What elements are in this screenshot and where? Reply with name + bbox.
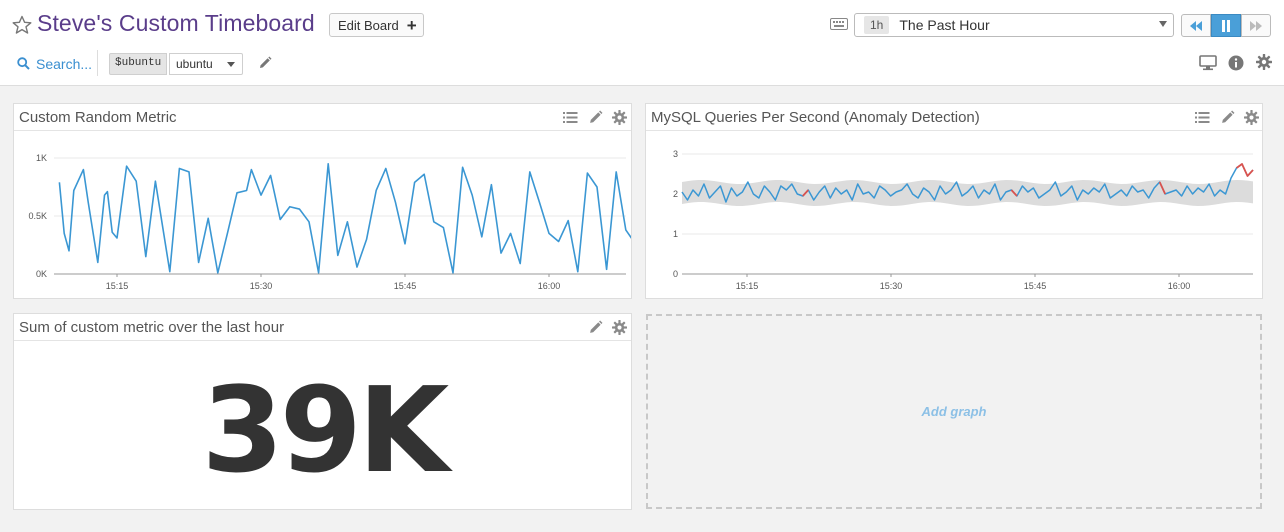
gear-icon[interactable] — [1244, 110, 1259, 125]
y-tick-label: 0.5K — [28, 211, 47, 221]
y-tick-label: 0 — [673, 269, 678, 279]
pencil-icon[interactable] — [258, 56, 272, 70]
search-icon — [17, 57, 30, 70]
edit-board-label: Edit Board — [338, 17, 399, 33]
template-variable-value: ubuntu — [176, 57, 213, 71]
gear-icon[interactable] — [612, 320, 627, 335]
list-icon[interactable] — [563, 110, 578, 125]
y-tick-label: 0K — [36, 269, 47, 279]
keyboard-icon[interactable] — [830, 18, 848, 30]
star-icon[interactable] — [12, 14, 32, 36]
pause-button[interactable] — [1211, 14, 1241, 37]
series-line — [681, 163, 1254, 203]
rewind-button[interactable] — [1181, 14, 1211, 37]
add-graph-button[interactable]: Add graph — [646, 314, 1262, 509]
widget-mysql-anomaly: MySQL Queries Per Second (Anomaly Detect… — [645, 103, 1263, 299]
y-tick-label: 1 — [673, 229, 678, 239]
fast-forward-icon — [1250, 20, 1262, 31]
widget-title: Custom Random Metric — [19, 109, 177, 126]
series-line — [58, 162, 631, 274]
x-tick-label: 15:15 — [736, 281, 759, 291]
template-variable-name: $ubuntu — [109, 53, 168, 75]
query-value: 39K — [201, 360, 450, 499]
anomaly-segment — [1235, 163, 1254, 177]
divider — [14, 340, 631, 341]
pencil-icon[interactable] — [588, 320, 603, 335]
widget-sum-custom-metric: Sum of custom metric over the last hour … — [13, 313, 632, 510]
x-tick-label: 15:45 — [1024, 281, 1047, 291]
list-icon[interactable] — [1195, 110, 1210, 125]
monitor-icon[interactable] — [1199, 55, 1217, 71]
plus-icon: + — [406, 15, 417, 35]
pause-icon — [1222, 19, 1230, 32]
x-tick-label: 15:15 — [106, 281, 129, 291]
divider — [646, 130, 1262, 131]
chevron-down-icon — [1159, 21, 1167, 27]
template-variable-select[interactable]: ubuntu — [169, 53, 243, 75]
pencil-icon[interactable] — [588, 110, 603, 125]
mysql-queries-chart: 0 1 2 3 15:15 15:30 15:45 16:00 — [673, 149, 1254, 291]
widget-title: MySQL Queries Per Second (Anomaly Detect… — [651, 109, 980, 126]
y-tick-label: 1K — [36, 153, 47, 163]
divider — [14, 130, 631, 131]
y-tick-label: 3 — [673, 149, 678, 159]
anomaly-segment — [802, 189, 809, 197]
x-tick-label: 15:45 — [394, 281, 417, 291]
divider — [97, 50, 98, 76]
custom-random-metric-chart: 0K 0.5K 1K 15:15 15:30 15:45 16:00 — [28, 153, 631, 291]
time-range-label: The Past Hour — [899, 17, 990, 33]
widget-custom-random-metric: Custom Random Metric 0K 0.5K 1K 15:15 15:30 1… — [13, 103, 632, 299]
gear-icon[interactable] — [612, 110, 627, 125]
page-title: Steve's Custom Timeboard — [37, 10, 315, 36]
x-tick-label: 16:00 — [538, 281, 561, 291]
time-range-badge: 1h — [864, 16, 890, 34]
top-bar: Steve's Custom Timeboard Edit Board + 1h… — [0, 0, 1284, 86]
chevron-down-icon — [227, 62, 235, 67]
edit-board-button[interactable]: Edit Board + — [329, 13, 424, 37]
fast-forward-button[interactable] — [1241, 14, 1271, 37]
x-tick-label: 15:30 — [880, 281, 903, 291]
y-tick-label: 2 — [673, 189, 678, 199]
anomaly-segment — [1158, 181, 1166, 195]
search-input[interactable] — [36, 55, 96, 73]
info-icon[interactable] — [1228, 55, 1244, 71]
gear-icon[interactable] — [1256, 54, 1272, 70]
time-range-select[interactable]: 1h The Past Hour — [854, 13, 1174, 37]
anomaly-segment — [1010, 189, 1018, 197]
rewind-icon — [1190, 20, 1202, 31]
x-tick-label: 16:00 — [1168, 281, 1191, 291]
widget-title: Sum of custom metric over the last hour — [19, 319, 285, 336]
pencil-icon[interactable] — [1220, 110, 1235, 125]
x-tick-label: 15:30 — [250, 281, 273, 291]
